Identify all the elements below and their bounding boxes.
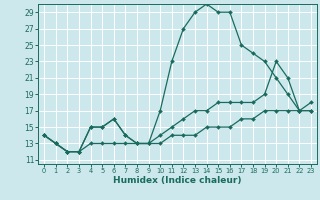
X-axis label: Humidex (Indice chaleur): Humidex (Indice chaleur): [113, 176, 242, 185]
